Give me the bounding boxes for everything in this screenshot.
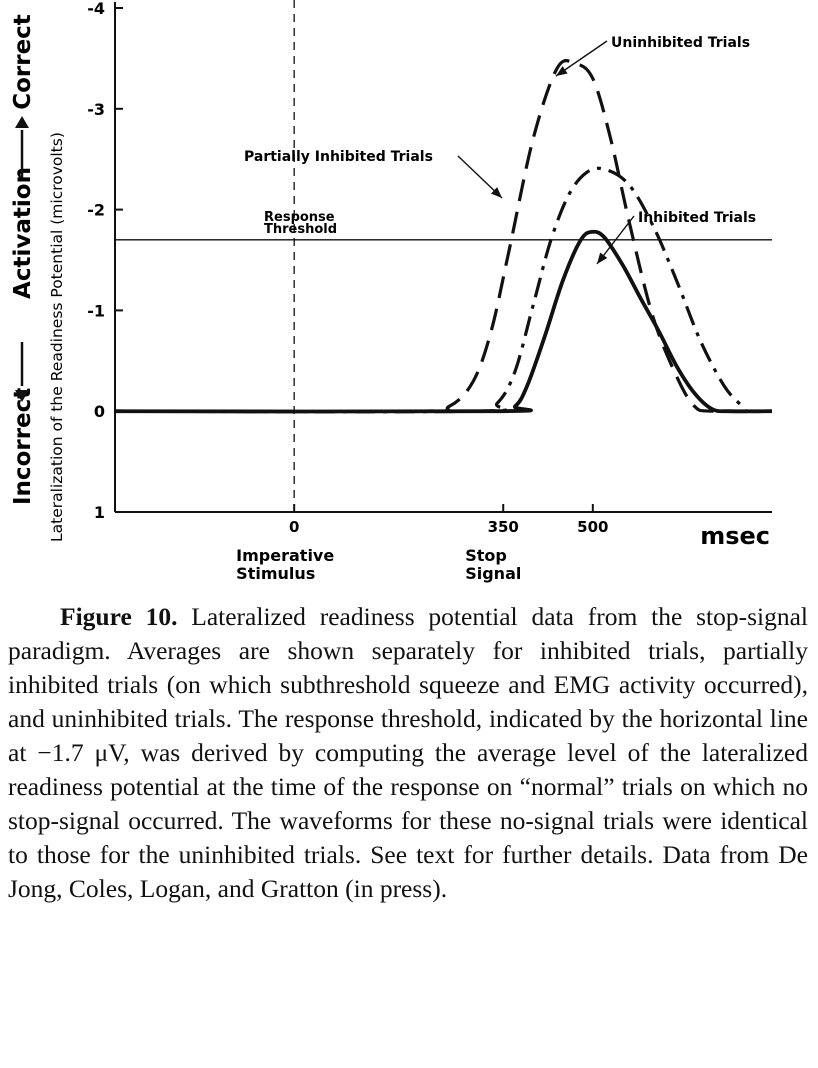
figure-label: Figure 10. (60, 602, 178, 631)
series-label-arrowhead (490, 187, 502, 198)
y-label-correct: Correct (10, 14, 36, 110)
x-tick-label: 350 (488, 518, 519, 536)
threshold-label-line2: Threshold (264, 222, 337, 237)
figure-caption: Figure 10. Lateralized readiness potenti… (8, 600, 808, 906)
figure: Incorrect Activation Correct Lateralizat… (10, 0, 773, 583)
series-line-dashed (114, 59, 773, 414)
x-unit-label: msec (700, 522, 770, 550)
y-tick-label: 0 (94, 402, 105, 421)
series-label: Uninhibited Trials (611, 35, 750, 51)
x-tick-label: 500 (577, 518, 608, 536)
y-tick-label: -2 (87, 201, 105, 220)
y-label-activation: Activation (10, 167, 36, 299)
arrow-up-head (15, 116, 29, 128)
series-line-dash-dot (114, 166, 773, 414)
series-label-arrowhead (597, 252, 608, 264)
event-label-line1: Imperative (236, 546, 334, 565)
event-label-line2: Signal (465, 564, 521, 583)
series-label: Partially Inhibited Trials (244, 149, 433, 165)
y-tick-label: -4 (87, 0, 105, 18)
caption-text: Lateralized readiness potential data fro… (8, 602, 808, 903)
y-tick-label: 1 (94, 503, 105, 522)
y-tick-label: -1 (87, 301, 105, 320)
threshold-label-line1: Response (264, 210, 335, 225)
series-line-solid (114, 229, 773, 414)
series-label-arrowhead (556, 66, 568, 76)
event-label-line1: Stop (465, 546, 507, 565)
y-axis-direction-label: Incorrect Activation Correct (10, 14, 36, 505)
series-label: Inhibited Trials (638, 210, 756, 226)
arrow-down-head (15, 390, 29, 402)
x-tick-label: 0 (289, 518, 299, 536)
y-axis-title: Lateralization of the Readiness Potentia… (48, 132, 66, 542)
event-label-line2: Stimulus (236, 564, 315, 583)
chart: Incorrect Activation Correct Lateralizat… (10, 0, 773, 583)
y-tick-label: -3 (87, 100, 105, 119)
y-label-incorrect: Incorrect (10, 388, 36, 505)
